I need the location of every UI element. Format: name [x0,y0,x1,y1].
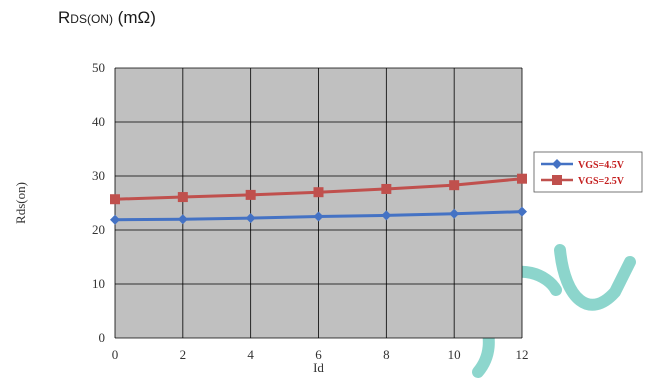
gridlines [114,67,523,339]
data-point [177,214,188,225]
legend-marker [552,159,562,169]
x-tick-label: 2 [180,347,187,362]
legend-label: VGS=2.5V [578,176,625,187]
data-point [449,208,460,219]
data-point [517,206,527,217]
legend-item: VGS=4.5V [541,159,625,171]
x-axis-label: Id [313,360,324,375]
y-tick-label: 30 [92,168,105,183]
data-point [517,173,527,184]
x-tick-label: 4 [247,347,254,362]
data-point [381,183,392,194]
x-tick-label: 8 [383,347,390,362]
y-tick-label: 40 [92,114,105,129]
page-heading: RDS(ON) (mΩ) [58,8,156,28]
legend-label: VGS=4.5V [578,160,625,171]
series-group [110,173,527,225]
series-1 [110,173,527,205]
watermark-stroke-u [554,244,636,311]
data-point [110,214,120,225]
data-point [313,211,324,222]
x-tick-labels: 0 2 4 6 8 10 12 [112,347,529,362]
data-point [245,189,256,200]
legend: VGS=4.5V VGS=2.5V [533,151,643,193]
y-tick-label: 0 [99,330,106,345]
y-tick-label: 20 [92,222,105,237]
legend-item: VGS=2.5V [541,175,625,187]
data-point [245,213,256,224]
data-point [381,210,392,221]
data-point [313,187,324,198]
y-axis-label: Rds(on) [13,182,28,224]
data-point [177,192,188,203]
legend-box [533,151,643,193]
series-0 [110,206,527,225]
y-tick-labels: 0 10 20 30 40 50 [92,60,105,345]
y-tick-label: 10 [92,276,105,291]
x-tick-label: 10 [448,347,461,362]
heading-unit: (mΩ) [112,8,156,27]
x-tick-label: 12 [516,347,529,362]
data-point [110,194,120,205]
data-point [449,180,460,191]
heading-r: R [58,8,71,27]
legend-marker [552,175,562,185]
heading-subscript: DS(ON) [70,12,113,26]
x-tick-label: 6 [315,347,322,362]
y-tick-label: 50 [92,60,105,75]
x-tick-label: 0 [112,347,119,362]
